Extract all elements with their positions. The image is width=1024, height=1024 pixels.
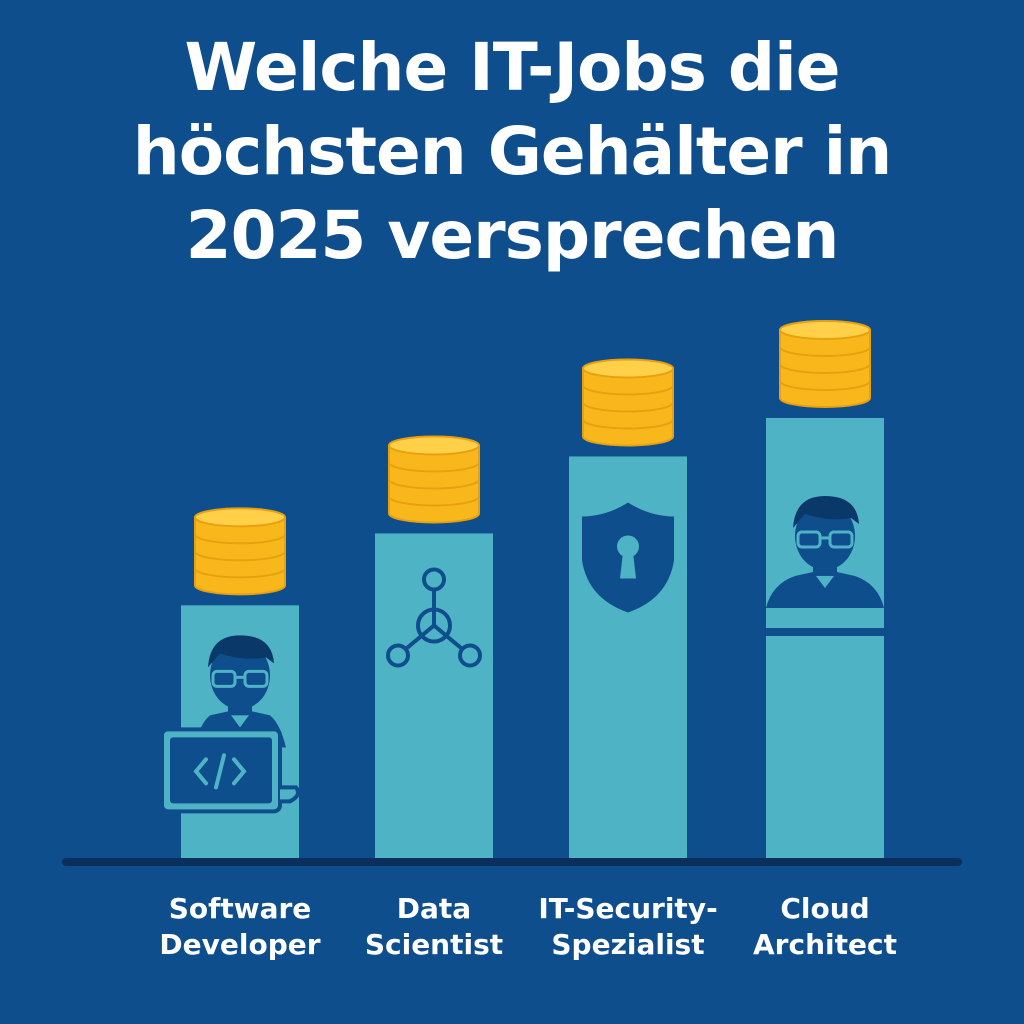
chart-title-line-3: 2025 versprechen: [185, 197, 840, 274]
chart-title-line-1: Welche IT-Jobs die: [184, 29, 841, 106]
code-slash: [214, 753, 226, 790]
person-hair: [208, 635, 274, 668]
network-node: [386, 643, 410, 668]
category-label-line: IT-Security-: [538, 892, 717, 925]
category-label-line: Data: [397, 892, 471, 925]
chart-title-line-2: höchsten Gehälter in: [132, 113, 893, 190]
network-node: [458, 643, 482, 668]
network-nodes-icon: [386, 567, 482, 668]
bar-group: [375, 435, 493, 862]
category-label-line: Scientist: [365, 928, 503, 961]
person-icon: [766, 495, 884, 636]
category-label-line: Cloud: [780, 892, 869, 925]
bar-group: [569, 358, 687, 862]
category-label-line: Spezialist: [551, 928, 704, 961]
bar-group: [160, 507, 300, 862]
category-label-line: Software: [169, 892, 312, 925]
bar: [766, 417, 884, 862]
bar-group: [766, 319, 884, 862]
category-label: Cloud Architect: [753, 892, 897, 961]
coin-top: [582, 358, 674, 379]
code-bracket-left: [193, 757, 208, 786]
coin-top: [194, 507, 286, 528]
category-label-line: Architect: [753, 928, 897, 961]
person-hair: [793, 495, 859, 528]
keyhole-top: [617, 535, 639, 558]
developer-laptop-icon: [160, 635, 300, 814]
category-label: Data Scientist: [365, 892, 503, 961]
network-node: [422, 567, 446, 592]
shield-lock-icon: [582, 502, 674, 613]
coin-top: [388, 435, 480, 456]
laptop-base: [280, 785, 300, 804]
network-hub: [416, 607, 452, 644]
category-label: IT-Security-Spezialist: [538, 892, 717, 961]
person-shoulders: [766, 571, 884, 608]
keyhole-slot: [620, 552, 636, 579]
category-label-line: Developer: [159, 928, 320, 961]
chart-title: Welche IT-Jobs die höchsten Gehälter in …: [0, 26, 1024, 278]
coin-top: [779, 319, 871, 340]
code-bracket-right: [232, 757, 247, 786]
category-label: Software Developer: [159, 892, 320, 961]
